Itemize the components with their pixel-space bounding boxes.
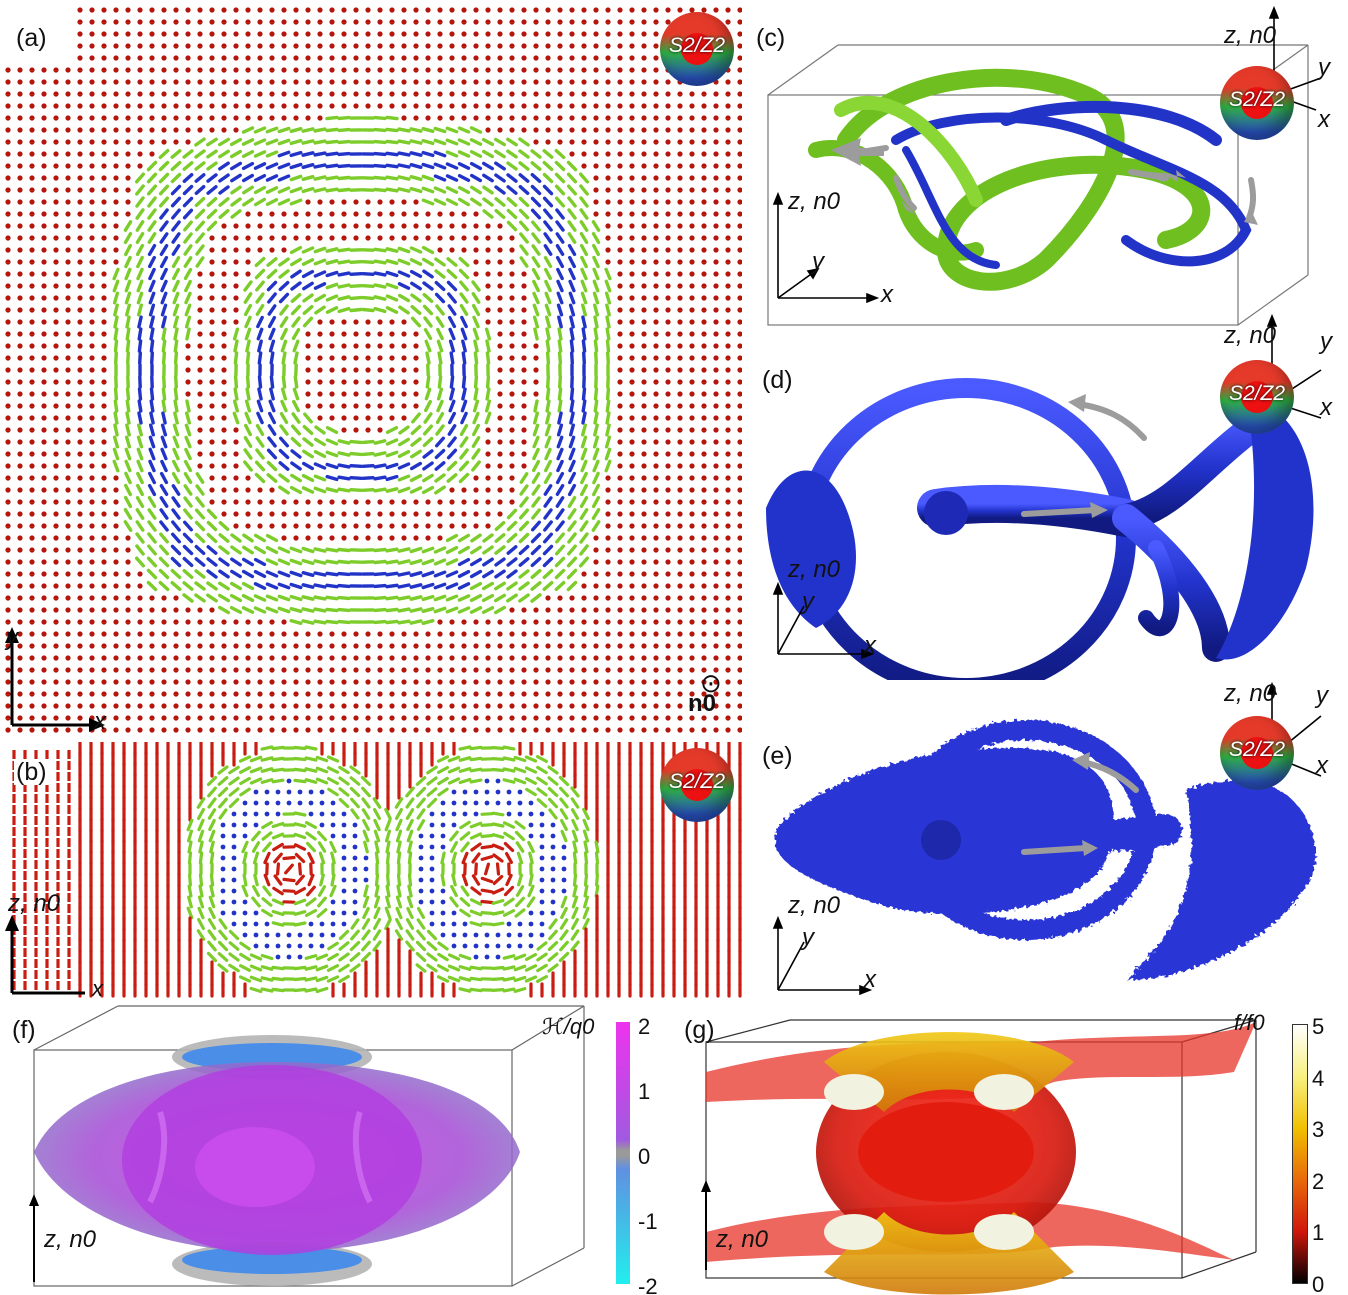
free-energy-colorbar [1292, 1024, 1308, 1284]
axis-side-y-label: y [1316, 682, 1328, 709]
axis-x-label: x [94, 708, 106, 735]
xz-axes-icon [5, 915, 85, 995]
axis-y-label: y [6, 624, 18, 651]
colorbar-title: ℋ/q0 [542, 1014, 595, 1039]
colorbar-tick-label: 0 [638, 1144, 651, 1169]
sphere-label: S2/Z2 [1228, 738, 1286, 761]
axis-z-label: z, n0 [44, 1226, 97, 1253]
order-parameter-sphere-icon: S2/Z2 [1220, 66, 1294, 140]
axis-side-x-label: x [1316, 752, 1328, 779]
knot-render-c [767, 5, 1322, 326]
panel-a-label: (a) [14, 24, 49, 52]
helicity-colorbar [616, 1022, 630, 1284]
axis-z-label: z, n0 [788, 556, 841, 583]
knot-render-d [766, 313, 1322, 680]
helicity-colorbar-ticks: 2 1 0 -1 -2 [638, 1014, 674, 1295]
sphere-label: S2/Z2 [1228, 382, 1286, 405]
colorbar-tick-label: 2 [1312, 1168, 1325, 1194]
colorbar-tick-label: 1 [638, 1079, 651, 1104]
panel-g: (g) z, n0 f/f0 5 4 3 2 1 0 [674, 1002, 1348, 1295]
helicity-isosurface-render [29, 1005, 585, 1287]
panel-e-label: (e) [760, 742, 795, 770]
panel-g-label: (g) [684, 1016, 715, 1044]
panel-a: (a) S2/Z2 y x n0 ⊙ [0, 0, 742, 740]
director-field-xz-plot [12, 742, 742, 998]
free-energy-colorbar-ticks: 5 4 3 2 1 0 [1312, 1014, 1348, 1295]
panel-f-label: (f) [12, 1016, 36, 1044]
colorbar-title: f/f0 [1234, 1010, 1265, 1035]
colorbar-tick-label: -1 [638, 1209, 658, 1234]
axis-x-label: x [864, 966, 876, 993]
panel-e: (e) z, n0 y x S2/Z2 z, n0 y x [746, 680, 1348, 1002]
panel-c: (c) z, n0 y x S2/Z2 z, n0 y x [746, 0, 1348, 335]
axis-side-x-label: x [1320, 394, 1332, 421]
axis-x-label: x [864, 632, 876, 659]
axis-z-label: z, n0 [788, 892, 841, 919]
colorbar-tick-label: -2 [638, 1274, 658, 1295]
colorbar-tick-label: 3 [1312, 1117, 1325, 1143]
axis-side-y-label: y [1318, 54, 1330, 81]
panel-c-label: (c) [754, 24, 788, 52]
axis-side-x-label: x [1318, 106, 1330, 133]
order-parameter-sphere-icon: S2/Z2 [660, 748, 734, 822]
axis-z-label: z, n0 [788, 188, 841, 215]
panel-d: (d) z, n0 y x S2/Z2 z, n0 y x [746, 308, 1348, 680]
sphere-label: S2/Z2 [1228, 88, 1286, 111]
free-energy-isosurface-render [701, 1019, 1257, 1295]
axis-y-label: y [802, 588, 814, 615]
colorbar-tick-label: 2 [638, 1014, 651, 1039]
axis-top-label: z, n0 [1224, 22, 1277, 49]
colorbar-tick-label: 5 [1312, 1014, 1325, 1039]
out-of-plane-icon: ⊙ [700, 668, 722, 698]
colorbar-tick-label: 1 [1312, 1220, 1325, 1246]
axis-side-y-label: y [1320, 328, 1332, 355]
director-field-xy-plot [5, 7, 742, 733]
sphere-label: S2/Z2 [668, 34, 726, 57]
axis-x-label: x [92, 976, 103, 1000]
panel-d-label: (d) [760, 366, 795, 394]
field-n0-label: n0 [688, 690, 717, 717]
sphere-label: S2/Z2 [668, 770, 726, 793]
axis-z-label: z, n0 [716, 1226, 769, 1253]
axis-x-label: x [881, 281, 893, 308]
knot-render-e [772, 681, 1322, 996]
panel-b: (b) S2/Z2 z, n0 x [0, 742, 742, 1000]
xy-axes-icon [5, 627, 105, 732]
panel-b-label: (b) [14, 758, 49, 786]
order-parameter-sphere-icon: S2/Z2 [660, 12, 734, 86]
axis-top-label: z, n0 [1224, 680, 1277, 707]
order-parameter-sphere-icon: S2/Z2 [1220, 716, 1294, 790]
axis-z-label: z, n0 [8, 890, 61, 917]
colorbar-tick-label: 0 [1312, 1272, 1325, 1295]
axis-y-label: y [802, 924, 814, 951]
order-parameter-sphere-icon: S2/Z2 [1220, 360, 1294, 434]
axis-top-label: z, n0 [1224, 322, 1277, 349]
panel-f: (f) z, n0 ℋ/q0 2 1 0 -1 -2 [0, 1002, 674, 1295]
colorbar-tick-label: 4 [1312, 1065, 1325, 1091]
axis-y-label: y [812, 248, 824, 275]
